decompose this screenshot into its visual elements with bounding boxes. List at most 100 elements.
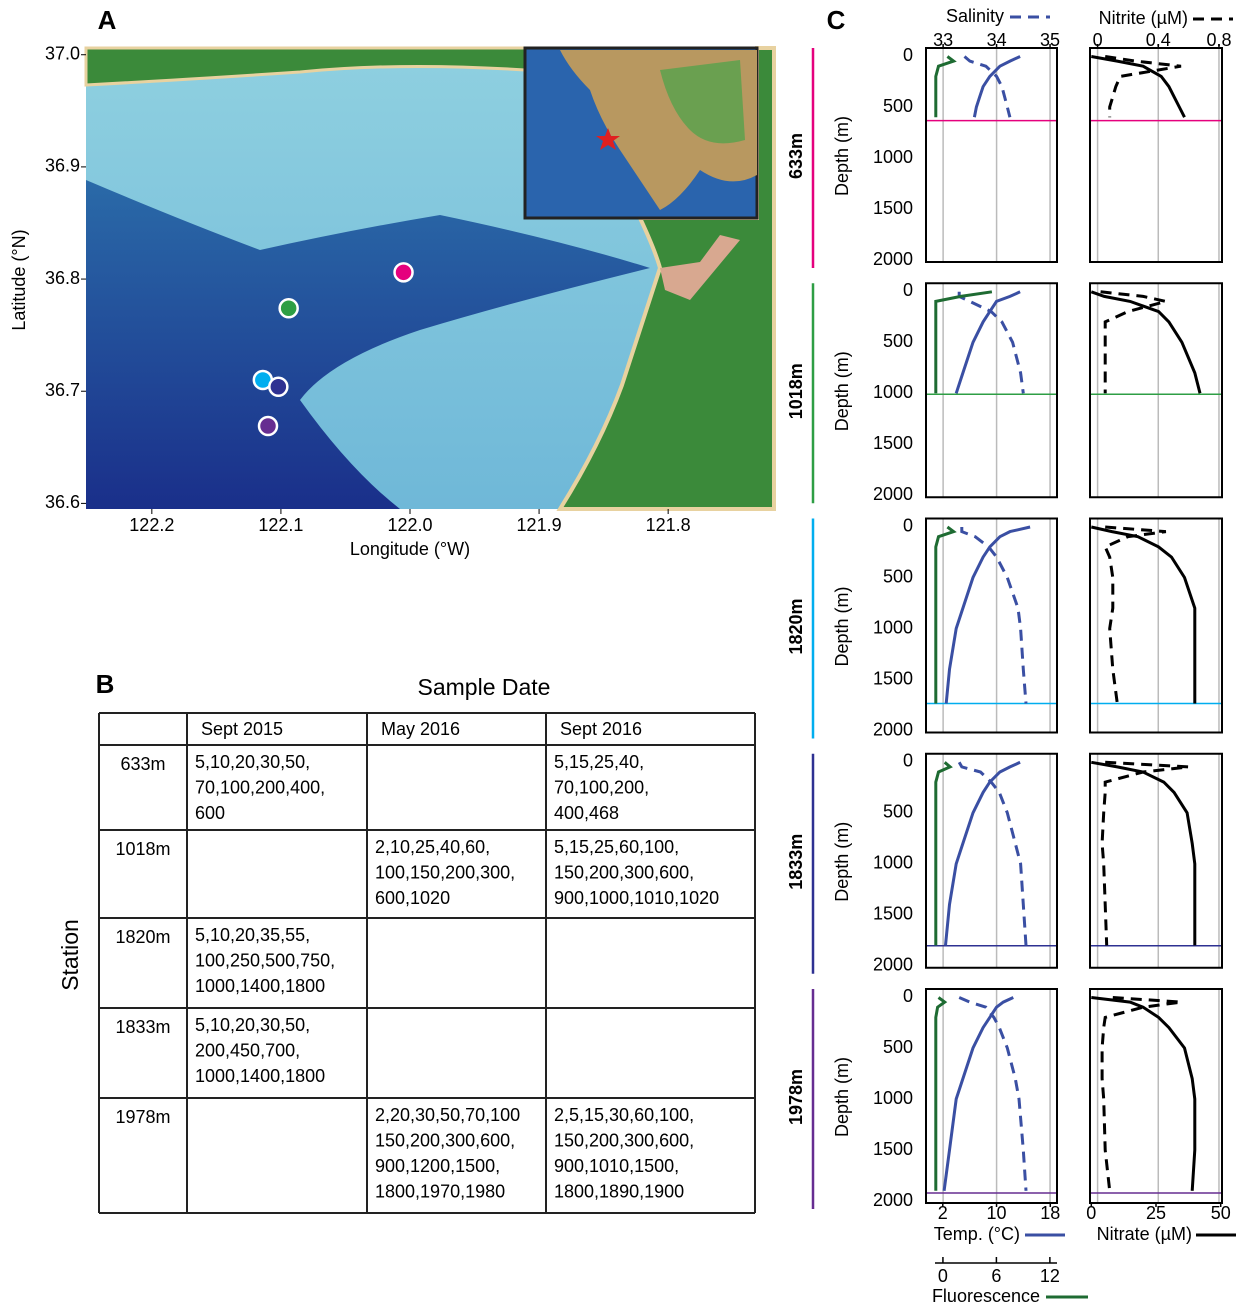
station-marker: [269, 378, 287, 396]
y-tick-label: 2000: [873, 1190, 913, 1210]
x-axis-title: Longitude (°W): [350, 539, 470, 559]
table-cell: 600,1020: [375, 888, 450, 908]
profile-line: [1091, 762, 1195, 945]
plot-frame: [1090, 48, 1222, 262]
station-marker: [280, 299, 298, 317]
x-tick-label: 34: [987, 30, 1007, 50]
figure: A Longitude (°W) Latitude (°N) B Sample …: [0, 0, 1249, 1308]
station-label: 633m: [786, 133, 806, 179]
column-header: Sept 2016: [560, 719, 642, 739]
plot-frame: [1090, 754, 1222, 968]
table-cell: 70,100,200,: [554, 777, 649, 797]
table-cell: 5,15,25,60,100,: [554, 837, 679, 857]
profile-line: [946, 762, 1021, 945]
y-tick-label: 2000: [873, 249, 913, 269]
map: [86, 48, 774, 509]
y-axis-title: Depth (m): [832, 1057, 852, 1137]
column-header: Sept 2015: [201, 719, 283, 739]
table-title: Sample Date: [418, 674, 551, 700]
axis-title: Temp. (°C): [934, 1224, 1020, 1244]
page: A Longitude (°W) Latitude (°N) B Sample …: [0, 0, 1249, 1308]
y-tick-label: 0: [903, 751, 913, 771]
axis-title: Nitrate (µM): [1097, 1224, 1192, 1244]
y-tick-label: 36.7: [45, 380, 80, 400]
axis-title: Nitrite (µM): [1099, 8, 1188, 28]
profile-line: [1091, 292, 1200, 394]
y-tick-label: 37.0: [45, 43, 80, 63]
y-tick-label: 0: [903, 515, 913, 535]
x-tick-label: 121.8: [646, 515, 691, 535]
y-tick-label: 1500: [873, 198, 913, 218]
table-cell: 5,10,20,30,50,: [195, 752, 310, 772]
table-row-title: Station: [57, 919, 83, 991]
profile-line: [936, 57, 954, 118]
x-tick-label: 122.2: [129, 515, 174, 535]
profile-line: [962, 527, 1026, 704]
station-label: 1978m: [786, 1069, 806, 1125]
y-tick-label: 0: [903, 986, 913, 1006]
column-header: May 2016: [381, 719, 460, 739]
y-tick-label: 2000: [873, 484, 913, 504]
y-tick-label: 1500: [873, 1139, 913, 1159]
y-tick-label: 36.6: [45, 492, 80, 512]
table-cell: 1000,1400,1800: [195, 976, 325, 996]
table-cell: 100,150,200,300,: [375, 862, 515, 882]
station-marker: [259, 417, 277, 435]
table-cell: 900,1200,1500,: [375, 1156, 500, 1176]
x-tick-label: 0: [938, 1266, 948, 1286]
y-tick-label: 1000: [873, 382, 913, 402]
y-tick-label: 500: [883, 331, 913, 351]
profile-line: [936, 527, 954, 704]
table-cell: 200,450,700,: [195, 1040, 300, 1060]
axis-title: Salinity: [946, 6, 1004, 26]
table-cell: 5,15,25,40,: [554, 752, 644, 772]
x-tick-label: 25: [1146, 1203, 1166, 1223]
table-cell: 150,200,300,600,: [554, 862, 694, 882]
x-tick-label: 121.9: [517, 515, 562, 535]
table-cell: 2,10,25,40,60,: [375, 837, 490, 857]
axis-title: Fluorescence: [932, 1286, 1040, 1306]
y-tick-label: 500: [883, 96, 913, 116]
plot-frame: [1090, 283, 1222, 497]
profile-line: [956, 292, 1020, 394]
station-label: 1018m: [786, 363, 806, 419]
station-label: 1820m: [786, 598, 806, 654]
y-tick-label: 1500: [873, 904, 913, 924]
table-cell: 400,468: [554, 803, 619, 823]
plot-frame: [926, 48, 1057, 262]
y-axis-title: Depth (m): [832, 116, 852, 196]
profile-line: [944, 998, 1013, 1191]
table-cell: 1800,1890,1900: [554, 1182, 684, 1202]
table-cell: 900,1000,1010,1020: [554, 888, 719, 908]
x-tick-label: 18: [1040, 1203, 1060, 1223]
panel-label: C: [827, 5, 846, 35]
y-tick-label: 1500: [873, 668, 913, 688]
x-tick-label: 0: [1093, 30, 1103, 50]
y-tick-label: 1500: [873, 433, 913, 453]
y-axis-title: Depth (m): [832, 586, 852, 666]
station-label: 1833m: [115, 1017, 170, 1037]
table-cell: 5,10,20,35,55,: [195, 925, 310, 945]
x-tick-label: 12: [1040, 1266, 1060, 1286]
table-cell: 5,10,20,30,50,: [195, 1015, 310, 1035]
plot-frame: [926, 283, 1057, 497]
table-cell: 2,5,15,30,60,100,: [554, 1105, 694, 1125]
panel-label: A: [98, 5, 117, 35]
station-label: 633m: [120, 754, 165, 774]
x-tick-label: 2: [938, 1203, 948, 1223]
y-tick-label: 36.9: [45, 156, 80, 176]
y-tick-label: 36.8: [45, 268, 80, 288]
station-label: 1018m: [115, 839, 170, 859]
y-tick-label: 1000: [873, 147, 913, 167]
profile-line: [1105, 527, 1166, 704]
profile-line: [1091, 57, 1184, 118]
profile-line: [1102, 762, 1189, 945]
station-label: 1833m: [786, 834, 806, 890]
profile-line: [959, 762, 1026, 945]
y-tick-label: 2000: [873, 955, 913, 975]
table-cell: 150,200,300,600,: [554, 1130, 694, 1150]
y-tick-label: 2000: [873, 719, 913, 739]
profile-line: [1101, 292, 1166, 394]
table-cell: 2,20,30,50,70,100: [375, 1105, 520, 1125]
table-cell: 150,200,300,600,: [375, 1130, 515, 1150]
